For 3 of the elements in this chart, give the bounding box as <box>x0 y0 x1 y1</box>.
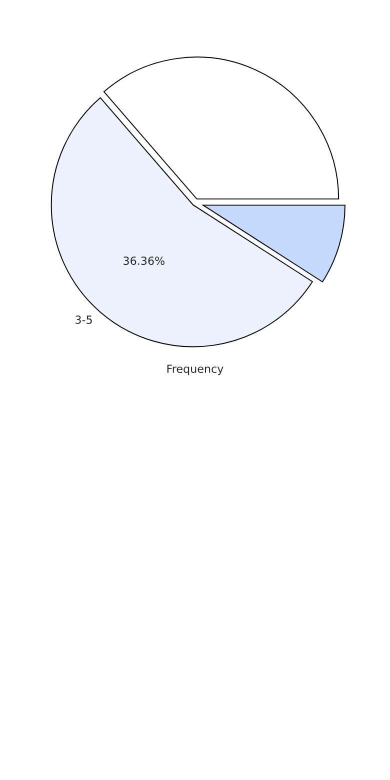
text: Frequency <box>167 364 224 376</box>
text: 36.36% <box>124 256 164 265</box>
slice-label: 3-5 <box>76 316 92 324</box>
